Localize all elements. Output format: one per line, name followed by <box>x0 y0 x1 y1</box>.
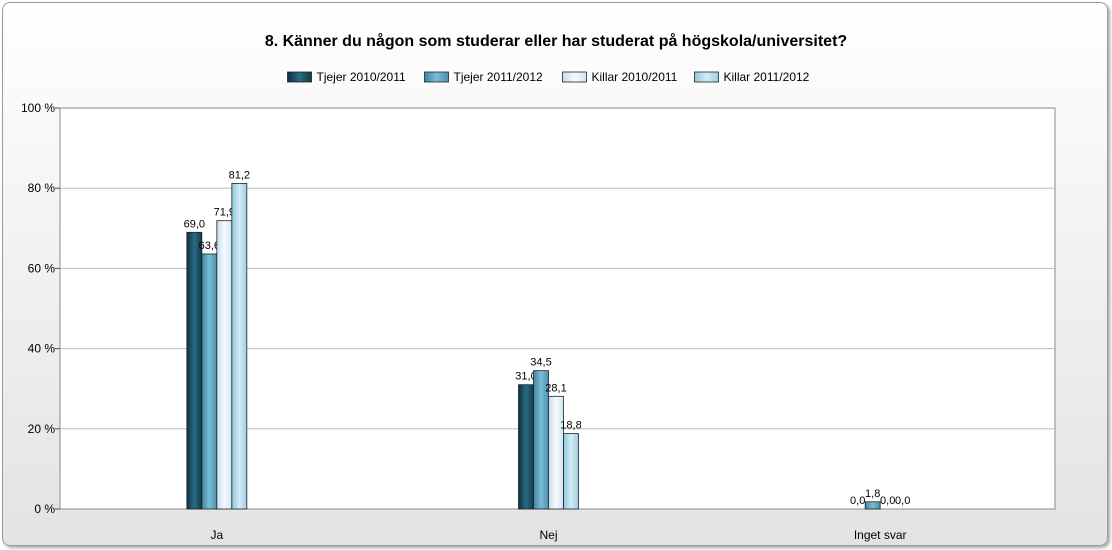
bar-ja-series-0 <box>186 231 203 510</box>
data-label: 0,0 <box>880 495 895 507</box>
x-axis: Ja Nej Inget svar <box>210 528 906 542</box>
data-label: 28,1 <box>545 382 566 394</box>
data-label: 63,6 <box>199 240 220 252</box>
y-axis: 0 % 20 % 40 % 60 % 80 % 100 % <box>21 101 60 516</box>
data-label: 31,0 <box>515 371 536 383</box>
bar-inget-svar-series-1 <box>864 501 881 510</box>
legend-label: Killar 2011/2012 <box>724 70 810 84</box>
data-label: 1,8 <box>865 488 880 500</box>
y-tick-label: 80 % <box>28 181 56 195</box>
legend-swatch <box>287 71 312 83</box>
y-tick-label: 100 % <box>21 101 55 115</box>
x-tick-label: Inget svar <box>854 528 907 542</box>
legend-swatch <box>424 71 449 83</box>
data-label: 71,9 <box>214 207 235 219</box>
bar-ja-series-1 <box>201 253 218 510</box>
legend-label: Tjejer 2011/2012 <box>454 70 544 84</box>
legend-swatch <box>694 71 719 83</box>
bar-nej-series-2 <box>548 395 564 510</box>
data-label: 18,8 <box>560 420 581 432</box>
data-label: 0,0 <box>850 495 865 507</box>
y-tick-label: 20 % <box>28 422 56 436</box>
y-tick-label: 0 % <box>34 502 55 516</box>
y-tick-label: 60 % <box>28 261 56 275</box>
bar-nej-series-3 <box>563 433 579 510</box>
data-label: 81,2 <box>229 169 250 181</box>
legend-label: Killar 2010/2011 <box>592 70 678 84</box>
data-label: 0,0 <box>895 495 910 507</box>
legend: Tjejer 2010/2011 Tjejer 2011/2012 Killar 2… <box>287 70 810 84</box>
chart-title: 8. Känner du någon som studerar eller ha… <box>265 32 847 50</box>
bar-ja-series-3 <box>231 182 248 510</box>
legend-swatch <box>562 71 587 83</box>
data-label: 69,0 <box>184 218 205 230</box>
x-tick-label: Nej <box>539 528 557 542</box>
legend-label: Tjejer 2010/2011 <box>317 70 407 84</box>
data-label: 34,5 <box>530 357 551 369</box>
bar-ja-series-2 <box>216 220 233 510</box>
bar-nej-series-0 <box>518 384 534 510</box>
y-tick-label: 40 % <box>28 342 56 356</box>
bars: 69,063,671,981,231,034,528,118,80,01,80,… <box>184 169 910 510</box>
x-tick-label: Ja <box>210 528 223 542</box>
